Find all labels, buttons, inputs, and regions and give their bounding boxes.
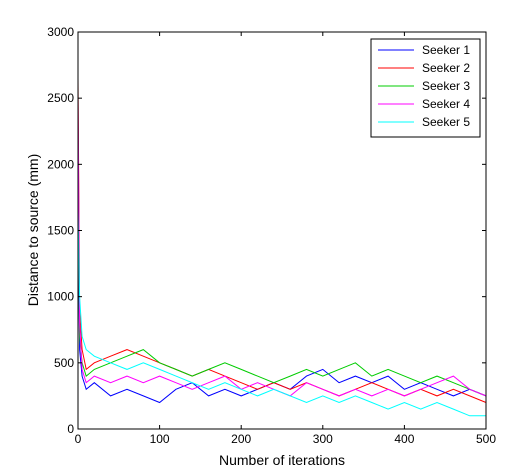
legend: Seeker 1 Seeker 2 Seeker 3 Seeker 4 Seeker 5 bbox=[370, 38, 481, 138]
y-tick-label: 1500 bbox=[47, 224, 74, 238]
series-line-5 bbox=[77, 210, 486, 417]
ticks-layer: 0 100 200 300 400 500 0 500 1000 1500 2000 2500 3000 bbox=[47, 25, 496, 446]
legend-label-4: Seeker 4 bbox=[422, 97, 470, 111]
x-tick-label: 500 bbox=[476, 432, 496, 446]
x-tick-label: 200 bbox=[231, 432, 251, 446]
y-tick-label: 3000 bbox=[47, 25, 74, 39]
x-tick-label: 300 bbox=[313, 432, 333, 446]
x-tick-label: 0 bbox=[75, 432, 82, 446]
y-tick-label: 1000 bbox=[47, 290, 74, 304]
y-tick-label: 0 bbox=[67, 422, 74, 436]
legend-label-3: Seeker 3 bbox=[422, 79, 470, 93]
series-line-4 bbox=[77, 98, 487, 397]
y-tick-label: 2000 bbox=[47, 157, 74, 171]
x-axis-label: Number of iterations bbox=[219, 452, 345, 468]
x-tick-label: 100 bbox=[150, 432, 170, 446]
series-line-3 bbox=[77, 124, 487, 397]
y-tick-label: 2500 bbox=[47, 91, 74, 105]
legend-label-1: Seeker 1 bbox=[422, 43, 470, 57]
y-axis-label: Distance to source (mm) bbox=[25, 154, 41, 306]
legend-label-2: Seeker 2 bbox=[422, 61, 470, 75]
series-layer bbox=[77, 78, 487, 417]
y-tick-label: 500 bbox=[54, 356, 74, 370]
x-tick-label: 400 bbox=[394, 432, 414, 446]
legend-label-5: Seeker 5 bbox=[422, 115, 470, 129]
legend-box bbox=[370, 38, 481, 138]
